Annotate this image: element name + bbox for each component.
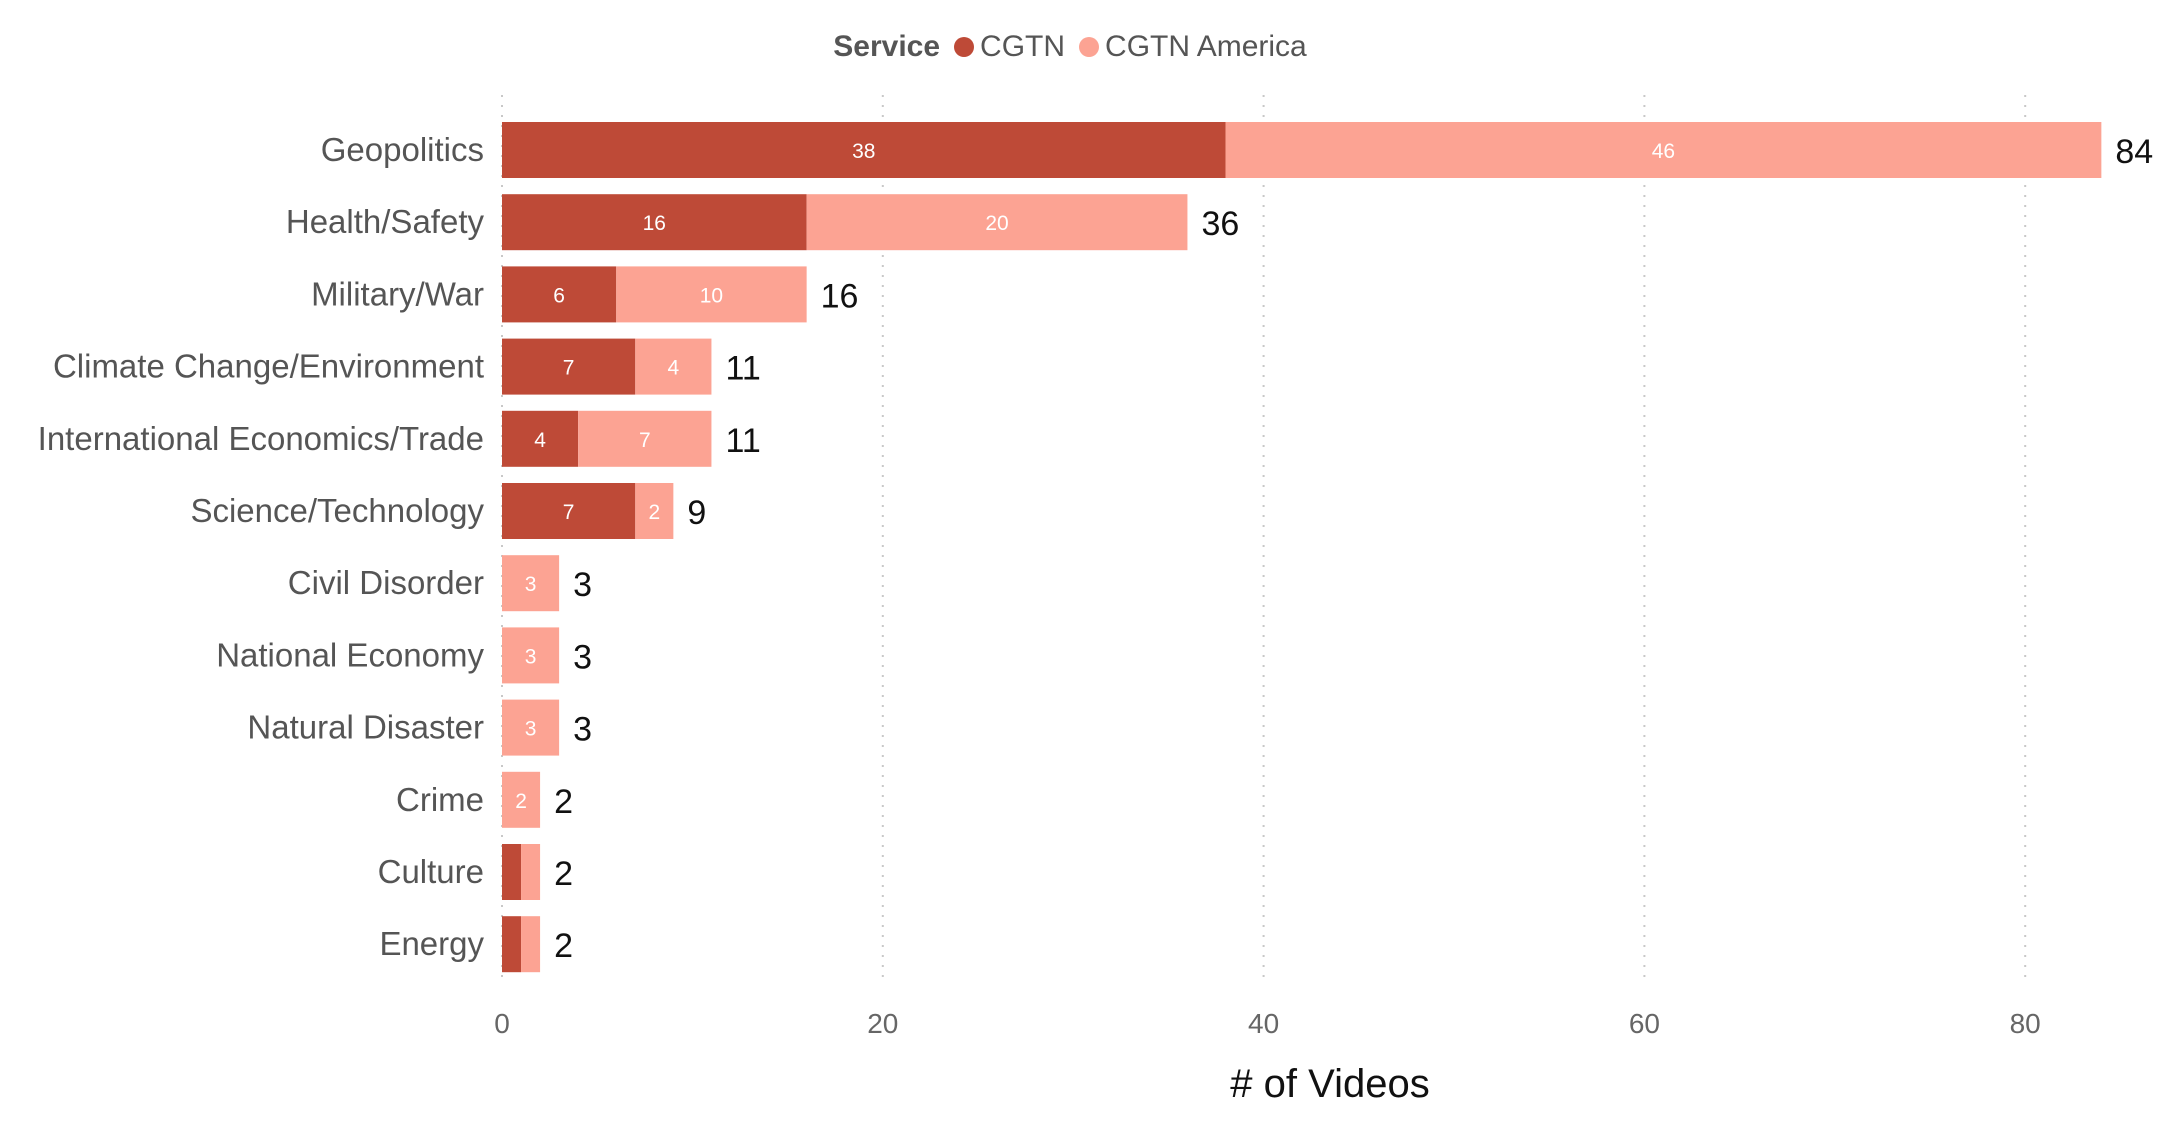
total-label: 11 [725,422,760,460]
total-label: 2 [554,855,573,893]
bar-cgtn-america [521,844,541,900]
total-label: 36 [1201,205,1239,243]
segment-label: 7 [563,357,575,380]
segment-label: 3 [525,645,537,668]
segment-label: 16 [643,212,666,235]
total-label: 11 [725,350,760,388]
bar-cgtn [502,266,617,323]
x-tick-label: 60 [1629,1008,1660,1039]
bar-cgtn [502,916,522,973]
bar-cgtn-america [521,916,541,973]
segment-label: 38 [852,140,875,163]
bar-cgtn [502,122,1226,178]
category-label: Civil Disorder [288,564,484,601]
category-label: Culture [378,853,484,890]
category-label: International Economics/Trade [38,420,484,457]
category-label: Crime [396,781,484,818]
segment-label: 2 [515,790,527,813]
total-label: 9 [687,494,706,532]
segment-label: 3 [525,573,537,596]
x-tick-label: 0 [494,1008,510,1039]
segment-label: 6 [553,284,565,307]
bar-cgtn-america [578,410,712,467]
bar-cgtn-america [1225,122,2102,178]
category-label: Energy [379,925,484,962]
bar-cgtn [502,483,636,539]
segment-label: 10 [700,284,723,307]
segment-label: 7 [563,501,575,524]
category-label: Military/War [311,275,484,312]
bar-cgtn-america [502,627,560,684]
category-label: Geopolitics [321,131,484,168]
bar-cgtn-america [502,771,541,828]
total-label: 3 [573,566,592,604]
bar-cgtn-america [502,555,560,612]
segment-label: 4 [534,429,546,452]
x-tick-label: 20 [867,1008,898,1039]
total-label: 3 [573,711,592,749]
x-axis-title: # of Videos [1230,1062,1429,1106]
total-label: 3 [573,638,592,676]
category-label: Science/Technology [190,492,484,529]
segment-label: 20 [985,212,1008,235]
bar-cgtn-america [635,338,712,395]
category-label: Natural Disaster [247,709,484,746]
x-tick-label: 40 [1248,1008,1279,1039]
total-label: 16 [821,277,859,315]
category-label: Climate Change/Environment [53,348,484,385]
segment-label: 46 [1652,140,1675,163]
bar-cgtn-america [635,483,674,539]
total-label: 2 [554,783,573,821]
bar-cgtn-america [502,699,560,756]
bar-cgtn-america [616,266,807,323]
total-label: 84 [2115,133,2153,171]
segment-label: 2 [648,501,660,524]
segment-label: 3 [525,718,537,741]
bar-cgtn [502,844,522,900]
category-label: Health/Safety [286,203,485,240]
x-tick-label: 80 [2010,1008,2041,1039]
bar-cgtn-america [806,194,1188,251]
category-label: National Economy [216,636,484,673]
bar-cgtn [502,194,807,251]
segment-label: 7 [639,429,651,452]
bar-cgtn [502,410,579,467]
total-label: 2 [554,927,573,965]
segment-label: 4 [668,357,680,380]
bar-cgtn [502,338,636,395]
